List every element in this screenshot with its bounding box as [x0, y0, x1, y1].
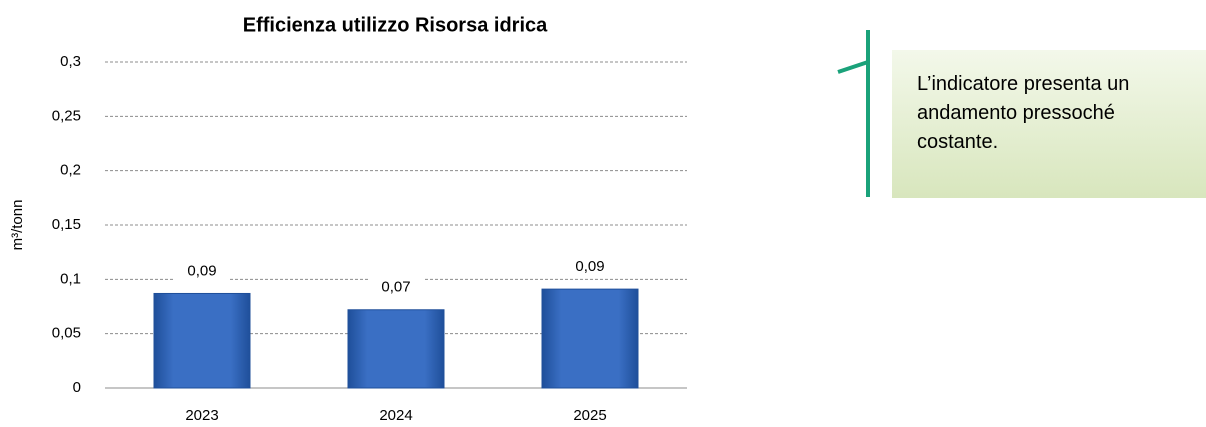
y-tick-label: 0,25: [52, 107, 81, 124]
value-label: 0,07: [381, 279, 410, 296]
value-label: 0,09: [187, 262, 216, 279]
y-tick-label: 0,2: [60, 162, 81, 179]
annotation: L’indicatore presenta un andamento press…: [892, 50, 1206, 198]
y-tick-label: 0,15: [52, 216, 81, 233]
x-tick-label: 2025: [573, 407, 606, 424]
chart-title: Efficienza utilizzo Risorsa idrica: [243, 14, 548, 36]
value-label-bg: [368, 276, 424, 299]
bar: [153, 292, 251, 389]
y-tick-label: 0,1: [60, 270, 81, 287]
value-label-bg: [562, 256, 618, 279]
value-label-bg: [174, 260, 230, 283]
y-tick-label: 0: [73, 379, 81, 396]
x-tick-label: 2024: [379, 407, 412, 424]
bar: [347, 309, 445, 389]
value-label: 0,09: [575, 258, 604, 275]
y-axis-label: m³/tonn: [9, 200, 26, 251]
x-tick-label: 2023: [185, 407, 218, 424]
bar: [541, 288, 639, 389]
callout-pointer: [837, 60, 869, 74]
y-tick-label: 0,05: [52, 325, 81, 342]
y-tick-label: 0,3: [60, 53, 81, 70]
